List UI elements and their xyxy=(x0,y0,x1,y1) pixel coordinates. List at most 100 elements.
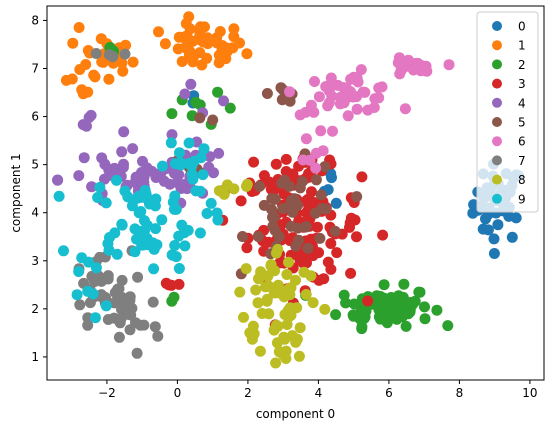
x-axis-ticks: −2 0 2 4 6 8 10 xyxy=(98,380,538,400)
scatter-point-series-8 xyxy=(238,311,249,323)
scatter-point-series-7 xyxy=(124,324,136,336)
scatter-point-series-3 xyxy=(331,247,343,259)
scatter-point-series-7 xyxy=(92,270,104,282)
legend-marker-0 xyxy=(492,21,502,31)
scatter-point-series-4 xyxy=(96,152,108,164)
scatter-point-series-5 xyxy=(252,231,264,242)
scatter-point-series-3 xyxy=(274,257,286,269)
scatter-point-series-3 xyxy=(349,214,361,226)
scatter-point-series-9 xyxy=(100,197,112,209)
scatter-point-series-5 xyxy=(268,211,280,223)
scatter-point-series-7 xyxy=(149,321,161,333)
legend-label-1: 1 xyxy=(518,39,526,53)
scatter-point-series-5 xyxy=(194,112,206,124)
y-axis-ticks: 1 2 3 4 5 6 7 8 xyxy=(31,13,47,364)
scatter-point-series-6 xyxy=(443,59,455,71)
scatter-point-series-6 xyxy=(395,65,407,77)
scatter-point-series-5 xyxy=(207,114,219,126)
scatter-point-series-2 xyxy=(212,86,224,98)
scatter-point-series-9 xyxy=(174,147,185,159)
legend-box xyxy=(476,11,539,213)
scatter-point-series-4 xyxy=(52,174,64,186)
scatter-point-series-4 xyxy=(99,173,110,185)
scatter-point-series-8 xyxy=(254,271,266,283)
scatter-point-series-3 xyxy=(294,254,306,266)
scatter-point-series-7 xyxy=(114,317,126,329)
scatter-point-series-8 xyxy=(307,297,319,309)
scatter-point-series-6 xyxy=(313,91,325,103)
scatter-point-series-8 xyxy=(250,284,262,296)
scatter-point-series-6 xyxy=(322,100,334,112)
scatter-point-series-9 xyxy=(170,203,182,215)
scatter-point-series-6 xyxy=(325,78,337,90)
y-tick-label: 4 xyxy=(31,206,39,220)
scatter-point-series-9 xyxy=(111,248,123,260)
scatter-point-series-2 xyxy=(431,304,443,316)
scatter-point-series-5 xyxy=(294,182,306,194)
legend-label-2: 2 xyxy=(518,58,526,72)
scatter-point-series-9 xyxy=(201,208,213,219)
scatter-point-series-4 xyxy=(208,167,219,179)
scatter-point-series-8 xyxy=(254,345,266,357)
legend-marker-3 xyxy=(492,78,502,89)
scatter-point-series-2 xyxy=(360,305,372,317)
legend-marker-6 xyxy=(492,136,502,147)
y-tick-label: 5 xyxy=(31,158,39,172)
scatter-point-series-8 xyxy=(270,319,282,331)
scatter-point-series-9 xyxy=(211,207,223,219)
legend: 0 1 2 3 4 5 6 7 8 9 xyxy=(476,11,539,213)
scatter-point-series-1 xyxy=(187,35,199,47)
scatter-point-series-5 xyxy=(277,203,289,215)
scatter-point-series-8 xyxy=(319,303,331,315)
scatter-point-series-9 xyxy=(179,240,191,252)
scatter-point-series-7 xyxy=(147,296,159,308)
scatter-point-series-1 xyxy=(228,23,240,35)
legend-label-7: 7 xyxy=(518,154,526,168)
scatter-point-series-3 xyxy=(263,176,275,188)
scatter-point-series-6 xyxy=(315,125,327,137)
scatter-point-series-1 xyxy=(153,26,164,38)
scatter-point-series-5 xyxy=(267,220,279,232)
scatter-point-series-2 xyxy=(168,291,180,303)
scatter-point-series-1 xyxy=(228,31,240,43)
scatter-point-series-1 xyxy=(187,56,199,68)
scatter-point-series-8 xyxy=(261,293,273,305)
legend-label-4: 4 xyxy=(518,96,526,110)
scatter-point-series-7 xyxy=(132,271,144,283)
scatter-point-series-4 xyxy=(204,151,216,163)
scatter-point-series-4 xyxy=(146,165,158,177)
scatter-point-series-6 xyxy=(310,147,322,159)
scatter-point-series-3 xyxy=(248,156,260,168)
scatter-point-series-0 xyxy=(477,223,489,235)
scatter-point-series-2 xyxy=(224,102,236,114)
scatter-point-series-3 xyxy=(311,221,323,233)
x-tick-label: −2 xyxy=(98,386,116,400)
legend-label-9: 9 xyxy=(518,192,526,206)
scatter-point-series-9 xyxy=(53,190,65,202)
scatter-point-series-5 xyxy=(284,95,296,107)
scatter-point-series-0 xyxy=(480,213,491,225)
scatter-point-series-5 xyxy=(329,225,341,237)
scatter-point-series-5 xyxy=(300,221,312,233)
scatter-point-series-7 xyxy=(103,49,115,61)
scatter-point-series-9 xyxy=(131,233,142,245)
scatter-point-series-9 xyxy=(92,192,104,203)
scatter-point-series-5 xyxy=(261,88,273,99)
scatter-point-series-9 xyxy=(169,190,181,202)
scatter-point-series-9 xyxy=(58,245,69,257)
scatter-point-series-1 xyxy=(127,56,139,68)
scatter-point-series-8 xyxy=(228,183,240,195)
scatter-point-series-1 xyxy=(176,31,188,43)
scatter-point-series-9 xyxy=(73,266,85,277)
scatter-point-series-9 xyxy=(139,185,151,196)
scatter-point-series-5 xyxy=(315,189,327,201)
scatter-point-series-9 xyxy=(169,240,181,251)
scatter-point-series-5 xyxy=(258,199,270,211)
y-tick-label: 2 xyxy=(31,302,39,316)
scatter-point-series-6 xyxy=(305,99,317,111)
scatter-point-series-4 xyxy=(73,170,85,182)
scatter-point-series-9 xyxy=(205,197,217,209)
scatter-point-series-2 xyxy=(398,278,410,290)
scatter-point-series-9 xyxy=(175,157,187,169)
legend-marker-7 xyxy=(492,155,502,166)
